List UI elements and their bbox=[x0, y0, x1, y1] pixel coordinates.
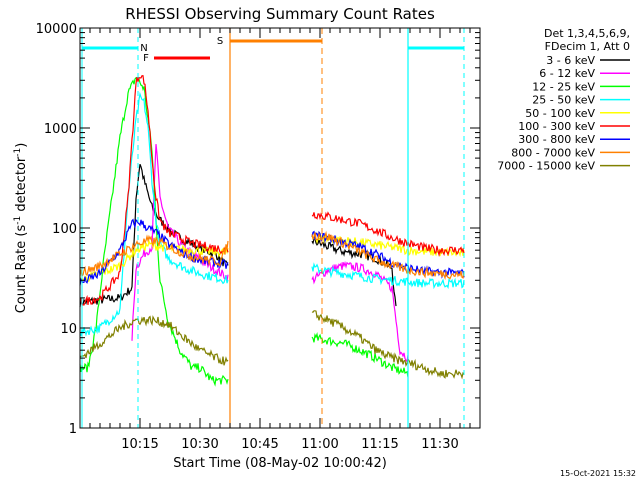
y-axis: 1 10 100 1000 10000 bbox=[36, 22, 480, 437]
plot-frame bbox=[79, 27, 481, 429]
night-flag-label: N bbox=[140, 43, 147, 54]
y-axis-title-main: Count Rate (s bbox=[14, 225, 29, 314]
y-axis-title-mid: detector bbox=[14, 156, 29, 216]
x-tick-label: 10:30 bbox=[181, 437, 218, 452]
x-axis-title: Start Time (08-May-02 10:00:42) bbox=[173, 456, 387, 471]
legend-entry-label: 800 - 7000 keV bbox=[511, 146, 595, 159]
legend-entry-label: 300 - 800 keV bbox=[518, 133, 595, 146]
x-axis: 10:15 10:30 10:45 11:00 11:15 11:30 bbox=[79, 28, 481, 452]
y-tick-label: 10 bbox=[60, 322, 77, 337]
series-line-1 bbox=[131, 144, 409, 364]
x-tick-label: 11:15 bbox=[361, 437, 398, 452]
y-tick-label: 1000 bbox=[44, 122, 77, 137]
x-tick-label: 10:45 bbox=[241, 437, 278, 452]
y-tick-label: 1 bbox=[69, 422, 77, 437]
saa-flag-label: S bbox=[217, 36, 223, 47]
render-timestamp: 15-Oct-2021 15:32 bbox=[560, 469, 636, 478]
series-line-3 bbox=[79, 91, 465, 337]
series-line-8 bbox=[79, 310, 465, 380]
legend-entry-label: 3 - 6 keV bbox=[546, 54, 595, 67]
series-layer bbox=[79, 75, 465, 387]
x-tick-label: 10:15 bbox=[121, 437, 158, 452]
legend-entry-label: 100 - 300 keV bbox=[518, 120, 595, 133]
legend: Det 1,3,4,5,6,9, FDecim 1, Att 0 3 - 6 k… bbox=[497, 27, 630, 173]
series-line-2 bbox=[79, 76, 409, 387]
y-tick-label: 10000 bbox=[36, 22, 77, 37]
y-tick-label: 100 bbox=[52, 222, 77, 237]
legend-header-line-1: Det 1,3,4,5,6,9, bbox=[544, 27, 630, 40]
x-tick-label: 11:30 bbox=[421, 437, 458, 452]
x-tick-label: 11:00 bbox=[301, 437, 338, 452]
y-axis-title-end: ) bbox=[14, 143, 29, 148]
flags-layer: NF S bbox=[81, 28, 465, 428]
series-line-7 bbox=[79, 230, 465, 281]
legend-entry-label: 12 - 25 keV bbox=[532, 80, 595, 93]
chart-title: RHESSI Observing Summary Count Rates bbox=[125, 5, 435, 23]
series-line-5 bbox=[79, 75, 465, 306]
y-axis-title: Count Rate (s-1 detector-1) bbox=[13, 143, 29, 314]
legend-entry-label: 25 - 50 keV bbox=[532, 94, 595, 107]
legend-header-line-2: FDecim 1, Att 0 bbox=[545, 40, 630, 53]
legend-entry-label: 7000 - 15000 keV bbox=[497, 160, 595, 173]
legend-entry-label: 6 - 12 keV bbox=[539, 67, 595, 80]
y-axis-title-sup2: -1 bbox=[13, 148, 23, 157]
y-axis-title-sup1: -1 bbox=[13, 216, 23, 225]
flare-flag-label: F bbox=[143, 53, 149, 64]
series-line-0 bbox=[79, 163, 397, 308]
legend-entry-label: 50 - 100 keV bbox=[525, 107, 595, 120]
